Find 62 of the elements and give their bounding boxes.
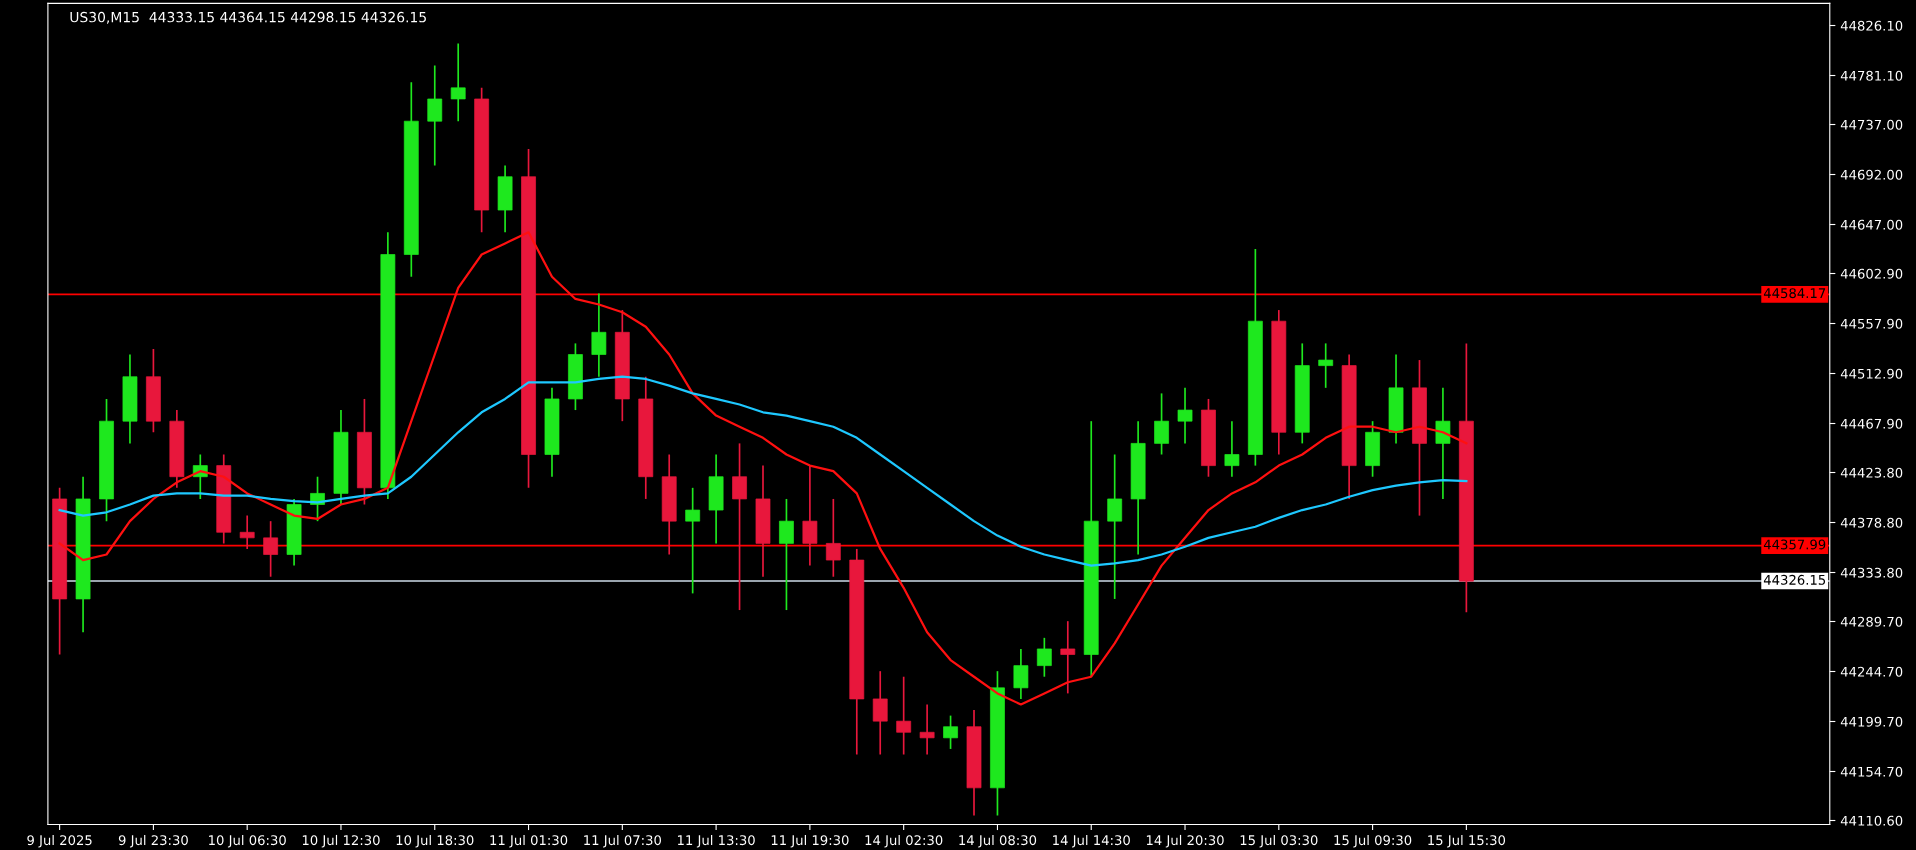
candlestick: [919, 703, 935, 756]
x-tick-label: 11 Jul 07:30: [584, 834, 662, 848]
candlestick: [943, 714, 958, 750]
x-tick-label: 9 Jul 23:30: [118, 834, 188, 848]
candlestick: [1036, 637, 1052, 678]
line-series: [58, 231, 1468, 706]
x-tick-label: 9 Jul 2025: [27, 834, 92, 848]
y-tick-label: 44602.90: [1840, 268, 1903, 279]
y-tick-label: 44737.00: [1840, 119, 1903, 130]
x-tick-label: 10 Jul 18:30: [396, 834, 474, 848]
text: US30,M15 44333.15 44364.15 44298.15 44326.15: [70, 11, 426, 24]
x-tick-label: 11 Jul 13:30: [677, 834, 755, 848]
y-tick-label: 44244.70: [1840, 666, 1903, 677]
y-tick-label: 44378.80: [1840, 517, 1903, 528]
ref-line-label: 44357.99: [1763, 539, 1826, 550]
y-tick-label: 44289.70: [1840, 616, 1903, 627]
y-tick-label: 44110.60: [1840, 815, 1903, 826]
y-tick-label: 44692.00: [1840, 169, 1903, 180]
ref-line-label: 44326.15: [1763, 574, 1826, 585]
y-tick-label: 44647.00: [1840, 219, 1903, 230]
y-tick-label: 44557.90: [1840, 318, 1903, 329]
y-tick-label: 44781.10: [1840, 70, 1903, 81]
candlestick: [1177, 387, 1193, 445]
x-tick-label: 15 Jul 15:30: [1428, 834, 1506, 848]
candlestick: [427, 64, 443, 167]
y-tick-label: 44199.70: [1840, 716, 1903, 727]
candlestick: [1154, 392, 1169, 456]
x-tick-label: 11 Jul 19:30: [771, 834, 849, 848]
candlestick: [1224, 420, 1240, 478]
x-tick-label: 14 Jul 08:30: [959, 834, 1037, 848]
candlestick: [239, 514, 255, 550]
x-tick-label: 10 Jul 12:30: [302, 834, 380, 848]
candlestick: [896, 675, 912, 756]
candlestick: [825, 498, 841, 578]
y-tick-label: 44512.90: [1840, 368, 1903, 379]
y-tick-label: 44423.80: [1840, 467, 1903, 478]
x-tick-label: 15 Jul 09:30: [1334, 834, 1412, 848]
candlestick: [263, 520, 279, 578]
candlestick: [872, 670, 888, 756]
candlestick: [1060, 620, 1076, 695]
x-tick-label: 10 Jul 06:30: [209, 834, 286, 848]
line-series: [58, 375, 1468, 567]
candlestick: [1107, 453, 1123, 600]
candlestick: [1013, 648, 1029, 700]
x-tick-label: 11 Jul 01:30: [490, 834, 568, 848]
ref-line-label: 44584.17: [1763, 288, 1826, 299]
candlestick: [450, 42, 466, 123]
x-tick-label: 14 Jul 14:30: [1053, 834, 1130, 848]
candlestick: [685, 487, 701, 595]
candlestick: [802, 464, 818, 567]
y-tick-label: 44826.10: [1840, 20, 1903, 31]
candlestick: [779, 498, 794, 611]
y-tick-label: 44333.80: [1840, 567, 1903, 578]
y-tick-label: 44154.70: [1840, 766, 1903, 777]
candlestick: [732, 442, 747, 611]
x-tick-label: 14 Jul 02:30: [865, 834, 943, 848]
candlestick: [591, 292, 607, 378]
candlestick: [1435, 387, 1451, 500]
candlestick: [1318, 342, 1334, 389]
x-tick-label: 15 Jul 03:30: [1240, 834, 1318, 848]
x-tick-label: 14 Jul 20:30: [1146, 834, 1224, 848]
y-tick-label: 44467.90: [1840, 418, 1903, 429]
